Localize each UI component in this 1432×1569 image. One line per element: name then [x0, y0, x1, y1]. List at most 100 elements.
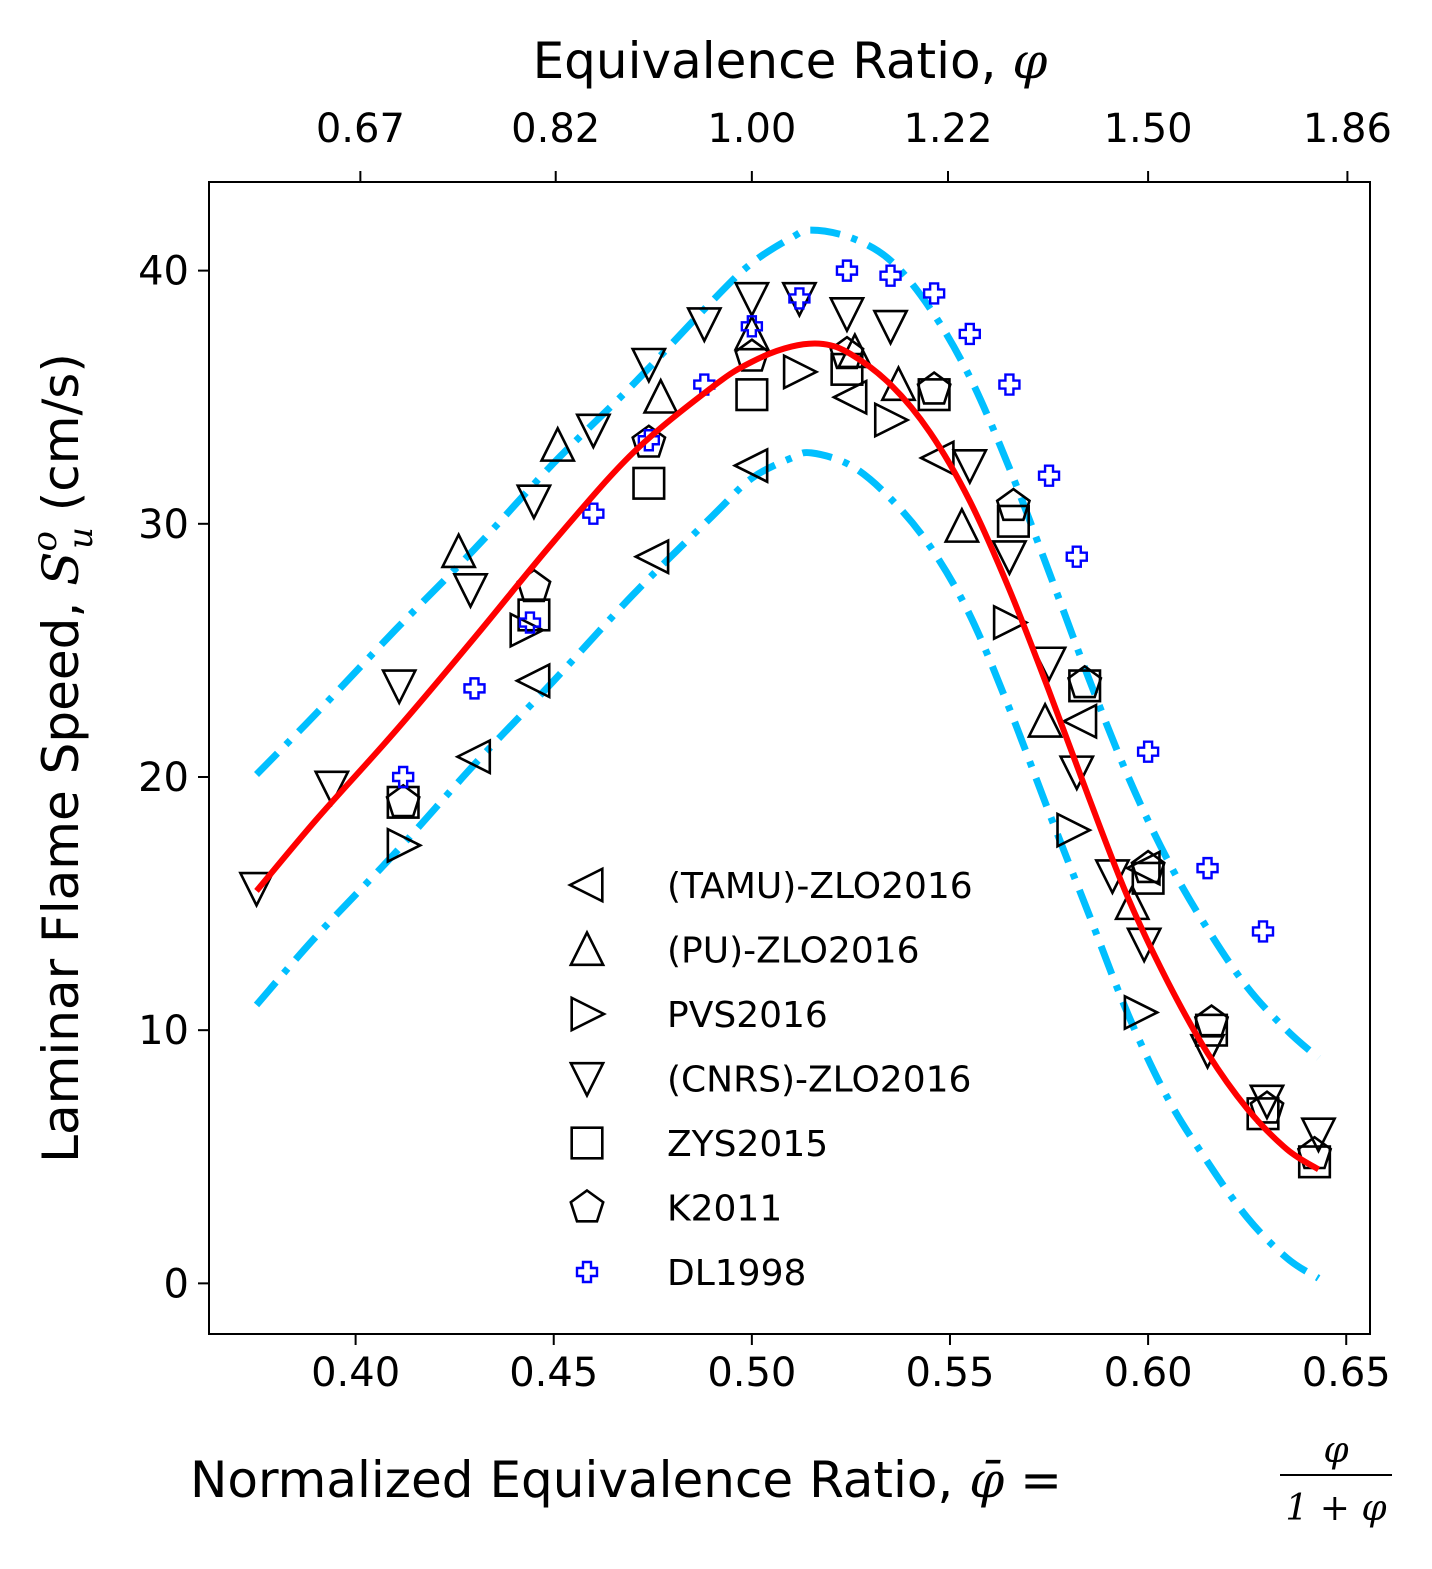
point-cnrs-zlo2016 — [991, 540, 1028, 577]
point-tamu-zlo2016 — [918, 439, 955, 477]
x-axis-title-denominator: 1 + φ — [1285, 1488, 1387, 1529]
point-pvs2016 — [1123, 994, 1161, 1031]
x-axis-title-symbol: φ̄ — [969, 1451, 1004, 1509]
markers-layer — [238, 259, 1337, 1179]
x-tick-label: 0.45 — [509, 1350, 598, 1396]
legend-label: ZYS2015 — [667, 1124, 828, 1165]
point-pvs2016 — [782, 353, 820, 391]
top-x-tick-label: 0.82 — [511, 106, 600, 152]
x-tick-label: 0.40 — [311, 1350, 400, 1396]
point-tamu-zlo2016 — [831, 378, 868, 416]
x-tick-label: 0.60 — [1104, 1350, 1193, 1396]
series-dl1998 — [391, 259, 1275, 943]
x-axis-title: Normalized Equivalence Ratio, φ̄ = — [190, 1451, 1062, 1509]
point-k2011 — [631, 424, 667, 458]
y-axis-title-sup: o — [25, 531, 65, 551]
point-cnrs-zlo2016 — [951, 448, 989, 486]
top-axis-title-symbol: φ — [1012, 32, 1047, 90]
point-dl1998 — [1251, 920, 1275, 943]
top-x-tick-label: 1.50 — [1104, 106, 1193, 152]
point-k2011 — [1249, 1090, 1285, 1124]
plot-frame — [208, 181, 1371, 1335]
point-pvs2016 — [386, 827, 424, 864]
x-axis-title-eq: = — [1004, 1451, 1062, 1509]
point-k2011 — [1130, 849, 1166, 884]
top-axis-title-text: Equivalence Ratio, — [533, 32, 1013, 90]
point-dl1998 — [835, 259, 859, 282]
point-pu-zlo2016 — [943, 506, 981, 543]
point-pu-zlo2016 — [539, 425, 576, 462]
point-tamu-zlo2016 — [514, 662, 551, 700]
point-dl1998 — [391, 765, 415, 789]
point-dl1998 — [1196, 856, 1219, 880]
point-zys2015 — [1068, 669, 1102, 703]
point-zys2015 — [1297, 1145, 1332, 1179]
legend-entry-k2011: K2011 — [569, 1188, 782, 1230]
point-dl1998 — [1037, 464, 1061, 487]
top-x-tick-label: 1.00 — [707, 106, 796, 152]
y-axis-title-unit: (cm/s) — [32, 353, 90, 527]
point-k2011 — [1193, 1003, 1230, 1038]
point-tamu-zlo2016 — [1124, 849, 1161, 887]
legend-entry-pvs2016: PVS2016 — [570, 995, 828, 1036]
point-pu-zlo2016 — [733, 314, 771, 351]
legend-label: DL1998 — [667, 1253, 806, 1294]
point-tamu-zlo2016 — [1060, 703, 1098, 740]
y-tick-label: 40 — [138, 249, 189, 295]
point-cnrs-zlo2016 — [575, 413, 612, 451]
legend-marker-pu-zlo2016 — [568, 929, 606, 967]
point-cnrs-zlo2016 — [313, 770, 351, 808]
point-zys2015 — [917, 378, 951, 412]
bottom-x-axis: 0.40 0.45 0.50 0.55 0.60 0.65 — [311, 1334, 1391, 1396]
x-axis-title-numerator: φ — [1323, 1430, 1349, 1471]
legend-label: K2011 — [667, 1189, 782, 1230]
legend: (TAMU)-ZLO2016 (PU)-ZLO2016 PVS2016 (CNRS)-… — [567, 866, 973, 1294]
y-tick-label: 10 — [138, 1008, 189, 1054]
top-axis-title: Equivalence Ratio, φ — [533, 32, 1048, 90]
point-dl1998 — [1136, 740, 1160, 763]
point-dl1998 — [1065, 545, 1088, 568]
point-pvs2016 — [1056, 811, 1093, 849]
point-cnrs-zlo2016 — [872, 309, 909, 347]
upper-bound-line — [254, 226, 1321, 1061]
point-zys2015 — [1131, 861, 1165, 895]
point-cnrs-zlo2016 — [686, 307, 723, 344]
point-tamu-zlo2016 — [731, 447, 769, 484]
point-cnrs-zlo2016 — [781, 281, 818, 319]
point-cnrs-zlo2016 — [630, 347, 668, 385]
legend-entry-pu-zlo2016: (PU)-ZLO2016 — [568, 929, 920, 972]
y-axis-title-sub: u — [61, 527, 101, 549]
point-pu-zlo2016 — [440, 531, 477, 569]
legend-entry-tamu-zlo2016: (TAMU)-ZLO2016 — [567, 866, 973, 907]
point-zys2015 — [735, 378, 769, 412]
x-axis-title-text: Normalized Equivalence Ratio, — [190, 1451, 969, 1509]
point-k2011 — [995, 487, 1032, 522]
top-x-tick-label: 1.86 — [1303, 106, 1392, 152]
fit-layer — [254, 340, 1321, 1172]
legend-label: PVS2016 — [667, 995, 828, 1036]
point-zys2015 — [632, 466, 666, 500]
legend-marker-zys2015 — [570, 1126, 604, 1160]
point-cnrs-zlo2016 — [515, 484, 553, 521]
legend-marker-k2011 — [569, 1188, 605, 1223]
point-pu-zlo2016 — [642, 377, 679, 414]
point-cnrs-zlo2016 — [828, 297, 866, 334]
point-pvs2016 — [509, 611, 546, 649]
lower-bound-line — [253, 449, 1321, 1282]
legend-entry-zys2015: ZYS2015 — [570, 1124, 828, 1165]
point-dl1998 — [463, 677, 486, 700]
point-dl1998 — [518, 611, 542, 634]
y-axis-title: Laminar Flame Speed, Sou (cm/s) — [25, 353, 101, 1163]
y-tick-label: 0 — [164, 1261, 189, 1307]
point-zys2015 — [996, 504, 1030, 538]
point-k2011 — [1066, 664, 1103, 699]
legend-entry-cnrs-zlo2016: (CNRS)-ZLO2016 — [568, 1060, 971, 1101]
point-dl1998 — [998, 373, 1021, 396]
point-k2011 — [385, 783, 421, 818]
legend-marker-tamu-zlo2016 — [567, 866, 604, 904]
top-x-tick-label: 1.22 — [903, 106, 992, 152]
bands-layer — [253, 226, 1321, 1282]
point-tamu-zlo2016 — [632, 538, 670, 575]
top-x-axis: 0.67 0.82 1.00 1.22 1.50 1.86 — [316, 106, 1392, 182]
